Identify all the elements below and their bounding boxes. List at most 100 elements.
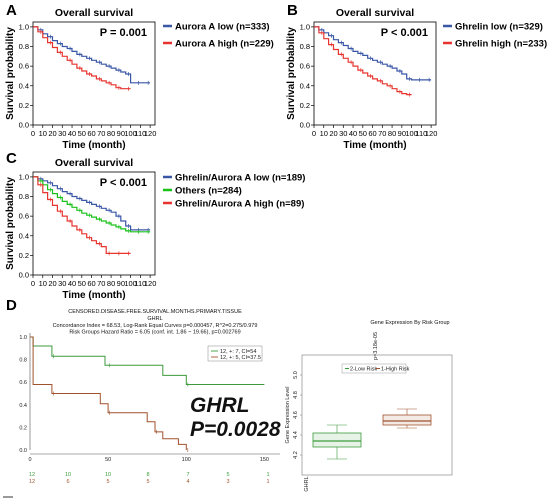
- panel-d-series-line-2: [30, 336, 187, 450]
- panel-c-chart: Overall survival 0.0 0.2 0.4 0.6 0.8 1.0 0 10 20 3…: [5, 157, 305, 301]
- panel-d-gene-annotation: GHRL: [190, 394, 250, 417]
- panel-a-xtick-label: 80: [107, 129, 115, 138]
- panel-d-ytick-label: 0.2: [19, 425, 27, 431]
- panel-d-xtick-label: 100: [182, 457, 191, 463]
- panel-d-right-ytick-label: 4.2: [293, 451, 299, 459]
- panel-d-title: CENSORED.DISEASE.FREE.SURVIVAL.MONTHS.PR…: [68, 309, 242, 315]
- panel-d-risk-low-value: 12: [29, 472, 35, 478]
- panel-c-series-line-2: [33, 176, 151, 233]
- panel-c-legend-label: Others (n=284): [175, 186, 242, 197]
- panel-a-series-line-2: [33, 26, 131, 90]
- panel-b-ytick-label: 0.4: [300, 81, 310, 90]
- panel-label-b: B: [287, 2, 298, 19]
- panel-d-right-box-2: [382, 414, 432, 426]
- panel-d-series-line-1: [30, 336, 265, 385]
- panel-b-xtick-label: 50: [359, 129, 367, 138]
- panel-c-legend-label: Ghrelin/Aurora A high (n=89): [175, 199, 304, 210]
- panel-d-stats-line: Concordance Index = 68.53, Log-Rank Equa…: [53, 323, 258, 329]
- panel-b-legend-label: Ghrelin high (n=233): [455, 39, 547, 50]
- panel-b-pvalue: P < 0.001: [381, 27, 428, 39]
- panel-b-xtick-label: 30: [339, 129, 347, 138]
- panel-d-risk-high-value: 5: [146, 479, 149, 485]
- panel-a-xtick-label: 120: [144, 129, 157, 138]
- panel-c-ytick-label: 0.2: [19, 251, 29, 260]
- panel-d-right-ytick-label: 4.6: [293, 411, 299, 419]
- panel-d-ytick-label: 0.8: [19, 358, 27, 364]
- panel-d-risk-low-value: 10: [65, 472, 71, 478]
- panel-d-risk-low-value: 8: [146, 472, 149, 478]
- panel-b-xtick-label: 100: [405, 129, 418, 138]
- panel-d-right-ytick-label: 4.8: [293, 391, 299, 399]
- panel-d-right-legend-label: 2-Low Risk: [350, 367, 377, 373]
- panel-c-legend-label: Ghrelin/Aurora A low (n=189): [175, 173, 305, 184]
- panel-b-xtick-label: 20: [329, 129, 337, 138]
- panel-d-right-pvalue: p=3.18e-05: [373, 332, 379, 360]
- panel-c-xtick-label: 120: [144, 279, 157, 288]
- panel-c-xtick-label: 40: [68, 279, 76, 288]
- panel-d-legend-box: [207, 345, 263, 362]
- panel-d-ytick-label: 0.0: [19, 448, 27, 454]
- panel-d-risk-high-value: 1: [266, 479, 269, 485]
- panel-b-xtick-label: 40: [349, 129, 357, 138]
- panel-c-xtick-label: 50: [78, 279, 86, 288]
- panel-d-right-ytick-label: 5.0: [293, 371, 299, 379]
- panel-b-ytick-label: 0.2: [300, 101, 310, 110]
- panel-c-series-line-3: [33, 176, 131, 254]
- panel-c-xtick-label: 20: [48, 279, 56, 288]
- panel-b-xtick-label: 0: [312, 129, 316, 138]
- panel-d-risk-high-value: 3: [226, 479, 229, 485]
- panel-d-stats-line: Risk Groups Hazard Ratio = 6.05 (conf. i…: [69, 330, 240, 336]
- panel-d-risk-high-value: 6: [66, 479, 69, 485]
- panel-a-xtick-label: 30: [58, 129, 66, 138]
- panel-d-legend-label: 12, +: 5, CI=37.5: [220, 355, 261, 361]
- panel-c-ytick-label: 0.8: [19, 192, 29, 201]
- panel-a-xtick-label: 50: [78, 129, 86, 138]
- panel-b-ytick-label: 0.8: [300, 42, 310, 51]
- panel-c-ytick-label: 0.0: [19, 271, 29, 280]
- panel-a-ytick-label: 0.2: [19, 101, 29, 110]
- panel-a-pvalue: P = 0.001: [100, 27, 147, 39]
- panel-d-risk-low-value: 10: [105, 472, 111, 478]
- panel-a-ytick-label: 0.6: [19, 62, 29, 71]
- panel-c-plot-frame: [32, 171, 156, 276]
- panel-d-xtick-label: 50: [105, 457, 111, 463]
- panel-a-xtick-label: 70: [97, 129, 105, 138]
- panel-c-xtick-label: 80: [107, 279, 115, 288]
- panel-d-risk-high-value: 12: [29, 479, 35, 485]
- panel-b-ytick-label: 0.0: [300, 121, 310, 130]
- panel-a-xtick-label: 60: [87, 129, 95, 138]
- panel-d-right-title: Gene Expression By Risk Group: [370, 320, 449, 326]
- panel-c-ytick-label: 0.4: [19, 231, 29, 240]
- panel-b-series-line-2: [314, 26, 412, 96]
- panel-d-right-legend-box: [341, 363, 407, 374]
- panel-label-a: A: [6, 2, 17, 19]
- panel-c-xtick-label: 100: [124, 279, 137, 288]
- panel-d-right-box-1: [312, 432, 362, 448]
- panel-c-ylabel: Survival probability: [5, 177, 16, 270]
- panel-a-title: Overall survival: [55, 7, 133, 19]
- panel-d-legend-label: 12, +: 7, CI=54: [220, 349, 256, 355]
- panel-c-ytick-label: 1.0: [19, 172, 29, 181]
- panel-d-risk-high-value: 4: [186, 479, 189, 485]
- panel-b-ytick-label: 0.6: [300, 62, 310, 71]
- panel-a-xtick-label: 40: [68, 129, 76, 138]
- panel-a-xtick-label: 110: [134, 129, 146, 138]
- panel-a-xtick-label: 90: [117, 129, 125, 138]
- panel-a-xtick-label: 100: [124, 129, 137, 138]
- panel-c-xtick-label: 60: [87, 279, 95, 288]
- panel-c-series-line-1: [33, 176, 151, 231]
- panel-d-right-xlabel: GHRL: [304, 476, 310, 491]
- panel-b-ylabel: Survival probability: [286, 27, 297, 120]
- panel-d-risk-high-value: 5: [106, 479, 109, 485]
- panel-d-right-ylabel: Gene Expression Level: [285, 387, 291, 444]
- panel-d-xtick-label: 0: [28, 457, 31, 463]
- panel-b-series-line-1: [314, 26, 432, 81]
- panel-label-d: D: [6, 297, 17, 314]
- panel-d-risk-low-value: 1: [266, 472, 269, 478]
- panel-a-xtick-label: 0: [31, 129, 35, 138]
- panel-a-ytick-label: 0.0: [19, 121, 29, 130]
- panel-c-xtick-label: 90: [117, 279, 125, 288]
- panel-d-right-ytick-label: 4.4: [293, 431, 299, 439]
- panel-d-right-legend-label: 1-High Risk: [381, 367, 410, 373]
